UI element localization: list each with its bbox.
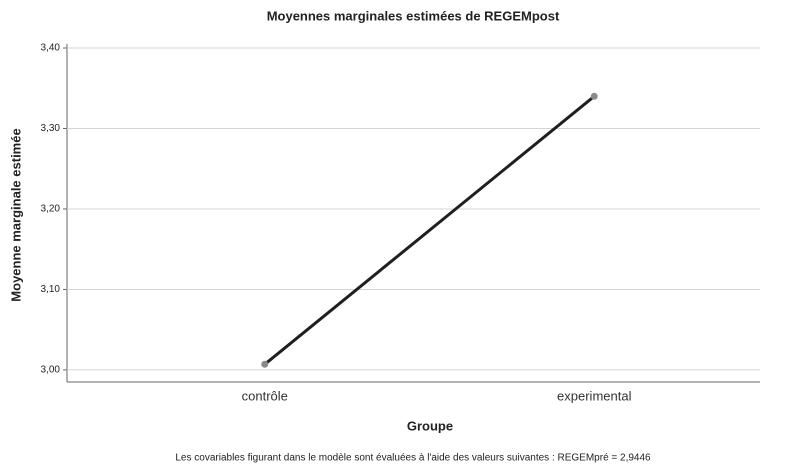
y-tick-label: 3,20 [41, 204, 61, 215]
footnote: Les covariables figurant dans le modèle … [175, 453, 651, 464]
y-tick-label: 3,40 [41, 43, 61, 54]
x-tick-label: contrôle [242, 388, 288, 403]
y-axis-title: Moyenne marginale estimée [8, 128, 23, 301]
x-tick-label: experimental [557, 388, 632, 403]
marker [261, 360, 269, 368]
y-tick-label: 3,30 [41, 123, 61, 134]
chart-title: Moyennes marginales estimées de REGEMpos… [267, 8, 560, 23]
y-tick-label: 3,10 [41, 284, 61, 295]
x-axis-title: Groupe [407, 418, 453, 433]
y-tick-label: 3,00 [41, 365, 61, 376]
marker [590, 92, 598, 100]
line [263, 95, 596, 366]
